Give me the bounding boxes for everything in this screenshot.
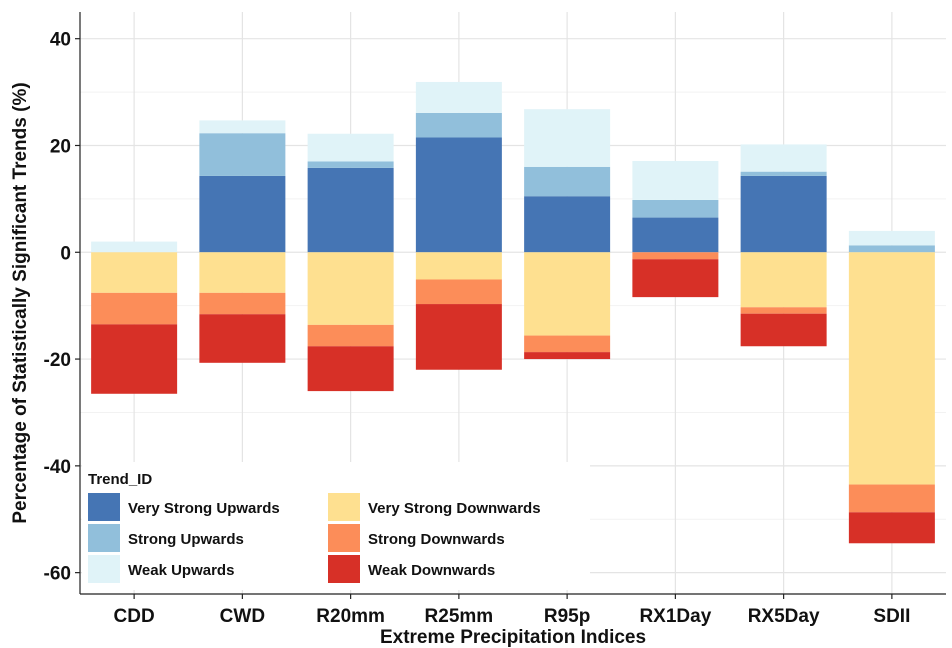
x-tick-label: RX5Day xyxy=(748,606,820,627)
bar-segment xyxy=(307,133,394,162)
legend-key xyxy=(88,493,120,521)
legend-key xyxy=(328,493,360,521)
bar-segment xyxy=(848,230,935,246)
y-axis-ticks: -60 -40 -20 0 20 40 xyxy=(44,30,80,585)
bar-segment xyxy=(307,252,394,325)
bar-segment xyxy=(415,137,502,253)
bar-segment xyxy=(740,175,827,253)
x-tick-label: SDII xyxy=(873,606,910,627)
bar-segment xyxy=(632,259,719,298)
y-tick-label: -60 xyxy=(44,564,71,585)
legend-label: Weak Upwards xyxy=(128,562,234,579)
bar-segment xyxy=(199,314,286,363)
bar-segment xyxy=(740,171,827,176)
bar-segment xyxy=(199,292,286,315)
bar-segment xyxy=(524,352,611,360)
x-tick-label: R95p xyxy=(544,606,590,627)
legend-label: Strong Downwards xyxy=(368,531,505,548)
y-tick-label: -20 xyxy=(44,350,71,371)
legend-title: Trend_ID xyxy=(88,471,152,488)
y-axis-title: Percentage of Statistically Significant … xyxy=(10,82,31,523)
bar-segment xyxy=(524,335,611,353)
bar-segment xyxy=(415,112,502,138)
bar-segment xyxy=(415,304,502,370)
bar-segment xyxy=(91,292,178,325)
y-tick-label: 0 xyxy=(60,243,71,264)
bar-segment xyxy=(91,241,178,253)
legend-label: Weak Downwards xyxy=(368,562,495,579)
x-axis-ticks: CDD CWD R20mm R25mm R95p RX1Day RX5Day SDII xyxy=(114,594,910,627)
y-tick-label: 40 xyxy=(50,30,71,51)
bar-segment xyxy=(415,279,502,305)
bar-segment xyxy=(199,252,286,293)
bar-segment xyxy=(307,346,394,392)
bar-segment xyxy=(524,252,611,336)
bar-segment xyxy=(848,252,935,485)
bar-segment xyxy=(91,324,178,394)
x-tick-label: CDD xyxy=(114,606,155,627)
bar-segment xyxy=(632,217,719,253)
bar-segment xyxy=(307,167,394,253)
bar-segment xyxy=(632,199,719,218)
bar-segment xyxy=(740,252,827,308)
bar-segment xyxy=(415,252,502,280)
bar-segment xyxy=(91,252,178,293)
bar-segment xyxy=(848,484,935,513)
bar-segment xyxy=(740,307,827,314)
bar-segment xyxy=(740,144,827,172)
bar-segment xyxy=(199,120,286,134)
bar-segment xyxy=(848,512,935,544)
bar-segment xyxy=(632,252,719,260)
bar-segment xyxy=(524,166,611,197)
y-tick-label: -40 xyxy=(44,457,71,478)
bar-segment xyxy=(632,160,719,200)
legend-label: Strong Upwards xyxy=(128,531,244,548)
bar-segment xyxy=(524,196,611,253)
bar-segment xyxy=(199,133,286,176)
legend-key xyxy=(328,555,360,583)
bar-segment xyxy=(848,245,935,253)
bar-segment xyxy=(524,109,611,167)
legend-key xyxy=(328,524,360,552)
legend-key xyxy=(88,524,120,552)
bar-segment xyxy=(307,324,394,347)
y-tick-label: 20 xyxy=(50,136,71,157)
legend: Trend_ID Very Strong Upwards Strong Upwar… xyxy=(82,462,590,590)
x-tick-label: R20mm xyxy=(316,606,385,627)
bar-segment xyxy=(307,161,394,168)
bar-segment xyxy=(199,175,286,253)
bars xyxy=(91,81,935,544)
x-axis-title: Extreme Precipitation Indices xyxy=(380,627,646,648)
legend-key xyxy=(88,555,120,583)
legend-label: Very Strong Upwards xyxy=(128,500,280,517)
bar-segment xyxy=(740,313,827,347)
x-tick-label: CWD xyxy=(220,606,265,627)
x-tick-label: R25mm xyxy=(425,606,494,627)
bar-segment xyxy=(415,81,502,113)
x-tick-label: RX1Day xyxy=(639,606,711,627)
legend-label: Very Strong Downwards xyxy=(368,500,541,517)
